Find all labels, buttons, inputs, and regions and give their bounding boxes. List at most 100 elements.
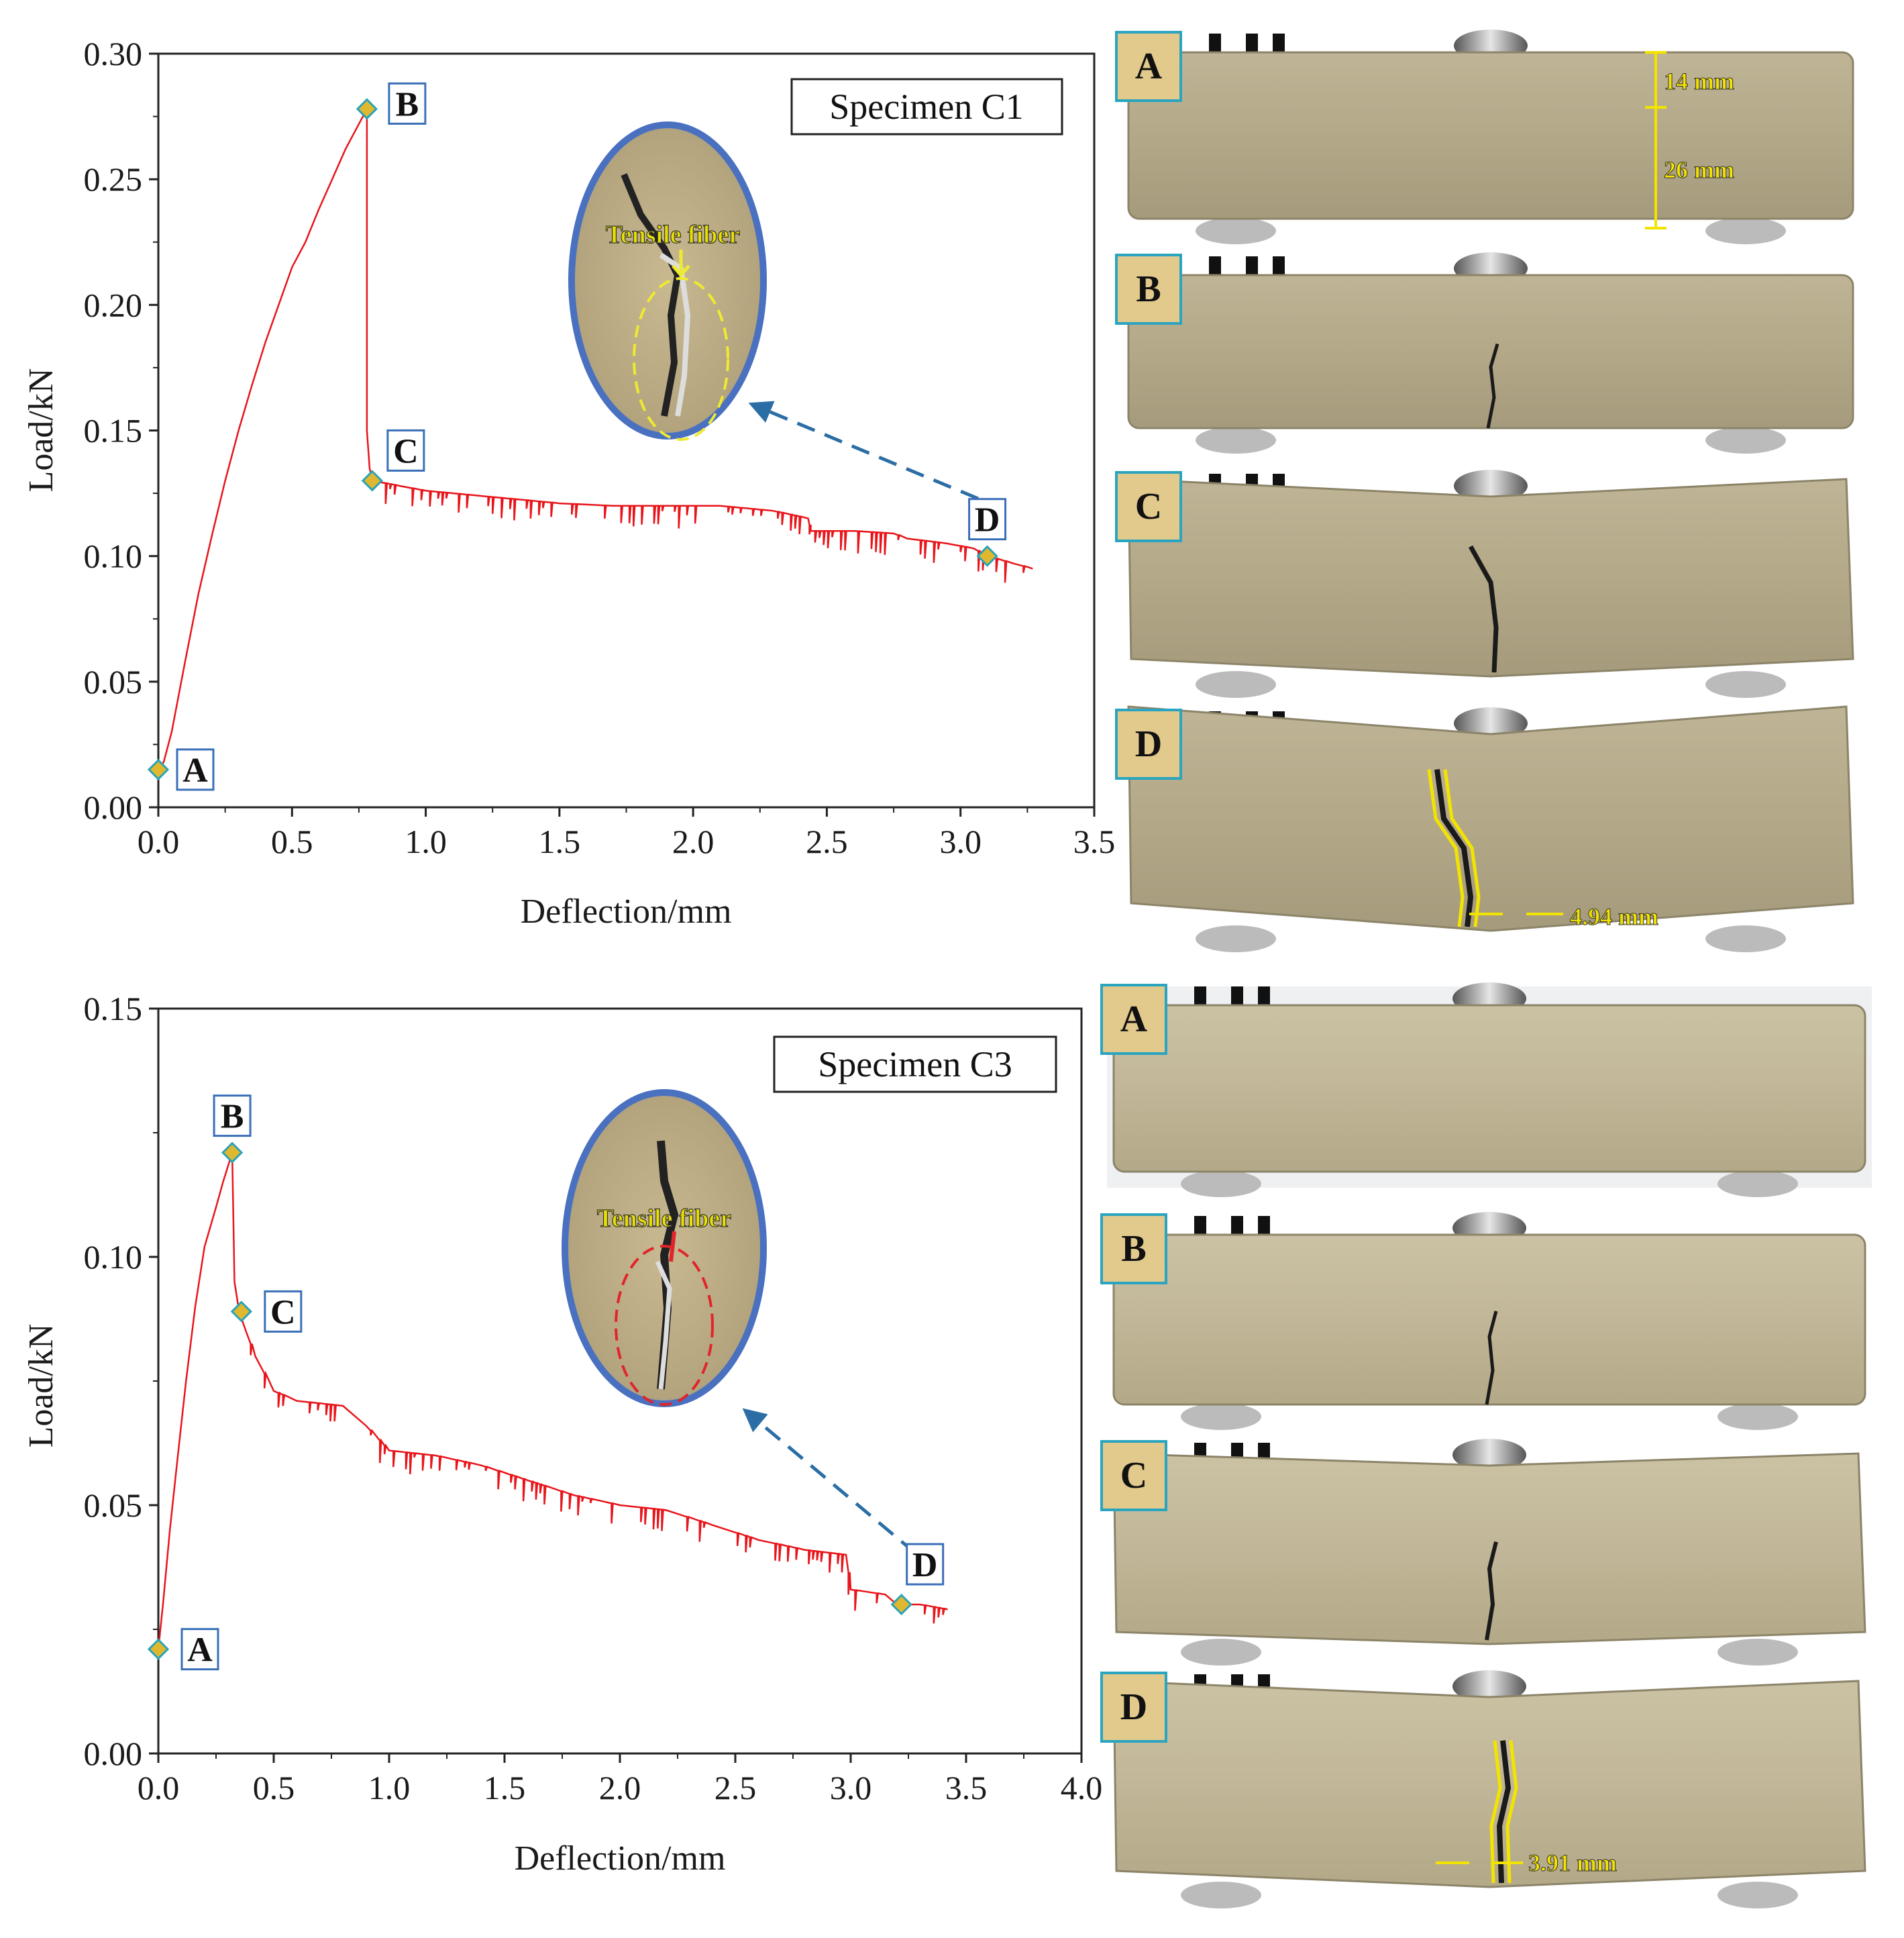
x-tick-label: 1.0 <box>368 1769 411 1806</box>
support-roller <box>1181 1639 1261 1666</box>
specimen-beam <box>1112 1680 1866 1888</box>
support-roller <box>1717 1639 1798 1666</box>
x-tick-label: 2.0 <box>599 1769 641 1806</box>
chart-specimen-c1: 0.00 0.05 0.10 0.15 0.20 0.25 0.30 0.0 0.5 1.0 1.… <box>22 35 1115 931</box>
point-label-c: C <box>270 1293 296 1331</box>
support-roller <box>1181 1403 1261 1430</box>
point-label-a: A <box>187 1631 213 1670</box>
point-marker-a <box>147 758 170 780</box>
x-tick-label: 1.5 <box>539 823 581 860</box>
loading-roller <box>1454 470 1528 502</box>
x-axis-label: Deflection/mm <box>521 892 732 931</box>
y-tick-label: 0.05 <box>84 1486 143 1524</box>
stage-label-box <box>1115 709 1182 780</box>
specimen-label: Specimen C1 <box>829 87 1023 127</box>
x-tick-label: 3.0 <box>939 823 982 860</box>
rod <box>1246 256 1258 276</box>
point-marker-a <box>147 1638 170 1660</box>
rod <box>1273 256 1285 276</box>
dashed-arrow <box>742 1408 917 1555</box>
rod <box>1258 1216 1270 1236</box>
stage-label: D <box>1135 723 1162 765</box>
point-label-b: B <box>221 1098 244 1136</box>
x-axis-ticks: 0.0 0.5 1.0 1.5 2.0 2.5 3.0 3.5 <box>138 807 1115 860</box>
specimen-beam <box>1127 51 1854 220</box>
support-roller <box>1196 925 1276 952</box>
stage-label: A <box>1120 999 1148 1040</box>
point-label-box <box>180 1628 219 1671</box>
x-tick-label: 0.5 <box>253 1769 295 1806</box>
specimen-beam <box>1112 1004 1866 1173</box>
photo-panel-b: B <box>1100 1212 1872 1430</box>
x-tick-label: 1.0 <box>405 823 447 860</box>
y-axis-ticks: 0.00 0.05 0.10 0.15 <box>84 990 158 1772</box>
stage-label-box <box>1100 1672 1167 1743</box>
point-label-box <box>264 1290 303 1333</box>
crack-outline <box>1489 1740 1502 1884</box>
stage-label: C <box>1135 486 1162 527</box>
dimension-bottom-label: 26 mm <box>1664 156 1734 183</box>
point-label-d: D <box>912 1546 938 1584</box>
y-tick-label: 0.30 <box>84 35 143 72</box>
photo-panel-b: B <box>1115 252 1860 454</box>
stage-label-box <box>1115 471 1182 542</box>
series-line <box>157 108 1033 770</box>
support-roller <box>1196 671 1276 698</box>
crack-line <box>1496 1740 1512 1884</box>
crack-line <box>1485 1541 1498 1641</box>
specimen-label-box <box>790 78 1063 136</box>
photo-panels-c1: A B C D <box>1115 30 1860 952</box>
specimen-label-box <box>773 1035 1057 1093</box>
x-tick-label: 0.0 <box>138 1769 180 1806</box>
point-label-c: C <box>393 432 419 470</box>
y-tick-label: 0.00 <box>84 1735 143 1772</box>
rod <box>1246 34 1258 54</box>
crack-line <box>1486 343 1499 429</box>
stage-label: D <box>1120 1686 1147 1728</box>
x-tick-label: 3.0 <box>830 1769 872 1806</box>
point-label-box <box>968 498 1007 541</box>
stage-label-box <box>1115 31 1182 102</box>
support-roller <box>1196 427 1276 454</box>
rod <box>1231 986 1243 1007</box>
rod <box>1209 34 1221 54</box>
photo-panel-d: D <box>1100 1670 1872 1908</box>
loading-roller <box>1452 1439 1526 1471</box>
support-roller <box>1705 217 1786 244</box>
rod <box>1209 256 1221 276</box>
point-label-box <box>906 1543 945 1586</box>
x-tick-label: 0.5 <box>271 823 313 860</box>
point-marker-c <box>230 1300 252 1323</box>
specimen-beam <box>1112 1233 1866 1406</box>
x-tick-label: 3.5 <box>945 1769 988 1806</box>
point-label-box <box>213 1094 252 1137</box>
specimen-beam <box>1127 274 1854 429</box>
highlight-ellipse <box>615 1245 714 1406</box>
support-roller <box>1705 427 1786 454</box>
x-tick-label: 2.5 <box>806 823 848 860</box>
x-axis-ticks: 0.0 0.5 1.0 1.5 2.0 2.5 3.0 3.5 4.0 <box>138 1753 1102 1806</box>
specimen-beam <box>1127 705 1854 932</box>
stage-label: B <box>1121 1228 1146 1270</box>
photo-panel-d: D <box>1115 705 1860 952</box>
series-c1 <box>157 108 1033 770</box>
stage-label: B <box>1136 268 1161 310</box>
crack-line <box>1468 545 1499 673</box>
dashed-arrow <box>748 401 979 501</box>
specimen-beam <box>1112 1452 1866 1645</box>
stage-label-box <box>1100 984 1167 1055</box>
support-roller <box>1705 671 1786 698</box>
stage-label-box <box>1100 1440 1167 1511</box>
point-label-d: D <box>975 501 1000 540</box>
x-tick-label: 1.5 <box>484 1769 526 1806</box>
y-axis-label: Load/kN <box>22 1324 60 1448</box>
x-tick-label: 2.0 <box>672 823 715 860</box>
rod <box>1194 1216 1206 1236</box>
support-roller <box>1181 1170 1261 1197</box>
support-roller <box>1717 1403 1798 1430</box>
photo-panel-a: A <box>1100 982 1872 1197</box>
loading-roller <box>1452 1670 1526 1702</box>
x-tick-label: 0.0 <box>138 823 180 860</box>
y-tick-label: 0.00 <box>84 788 143 826</box>
